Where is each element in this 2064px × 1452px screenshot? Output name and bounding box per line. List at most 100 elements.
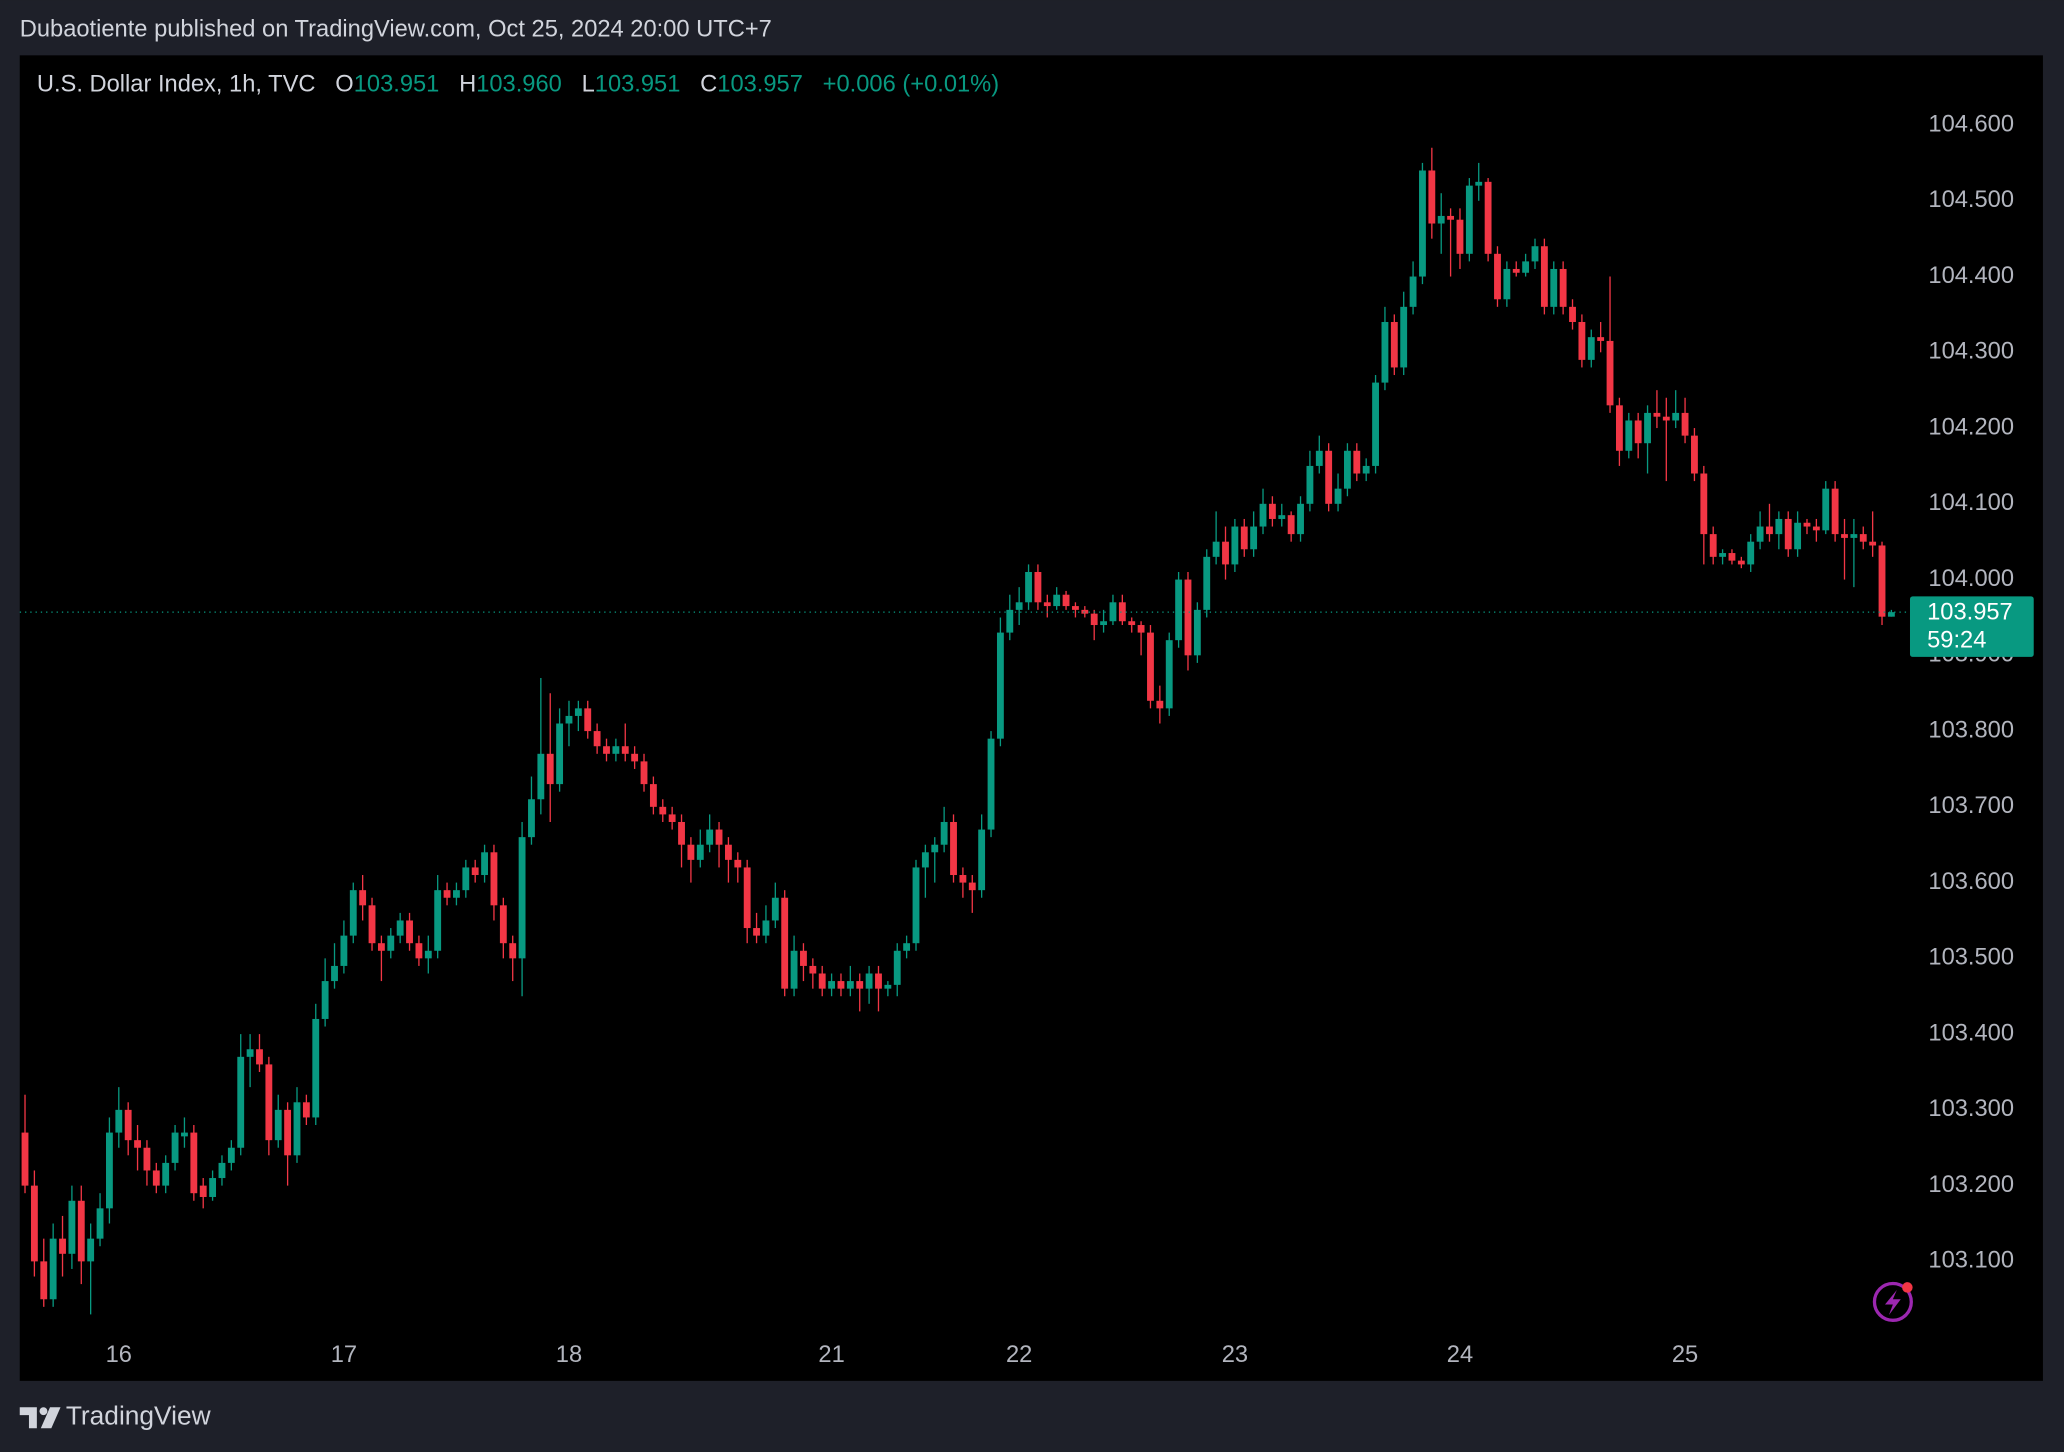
candle-body — [537, 753, 545, 800]
candle-body — [415, 943, 423, 959]
candle-body — [1569, 306, 1576, 322]
candle-body — [218, 1162, 226, 1179]
candle-body — [1766, 526, 1773, 535]
candle-body — [1465, 185, 1473, 254]
candle-body — [199, 1185, 207, 1197]
candle-body — [1390, 321, 1398, 368]
candle-body — [1325, 450, 1333, 504]
candle-body — [1869, 541, 1877, 546]
time-axis: 16 17 18 21 22 23 24 25 — [106, 1342, 1699, 1368]
candle-body — [1203, 556, 1211, 610]
candle-body — [1719, 553, 1727, 557]
x-tick-label: 17 — [331, 1342, 357, 1368]
candle-body — [1700, 473, 1708, 535]
candle-body — [668, 814, 676, 822]
candle-body — [584, 708, 592, 732]
y-tick-label: 104.400 — [1928, 263, 2014, 289]
candle-body — [302, 1102, 310, 1118]
candle-body — [715, 829, 723, 845]
candle-body — [931, 844, 939, 853]
candle-body — [1737, 560, 1745, 565]
y-tick-label: 103.200 — [1928, 1172, 2014, 1198]
y-tick-label: 103.100 — [1928, 1248, 2014, 1274]
x-tick-label: 24 — [1447, 1342, 1473, 1368]
high-value: 103.960 — [476, 72, 562, 98]
candle-body — [87, 1238, 95, 1262]
candle-body — [528, 799, 535, 838]
candle-body — [1193, 609, 1201, 656]
candle-body — [996, 632, 1004, 739]
candle-body — [1775, 518, 1783, 535]
last-price-label: 103.957 — [1927, 600, 2013, 626]
last-price-box — [1909, 596, 2034, 657]
candle-body — [1691, 435, 1698, 474]
candle-body — [1812, 526, 1820, 531]
candle-body — [893, 950, 901, 985]
candle-body — [546, 753, 554, 785]
candle-body — [978, 829, 986, 891]
candle-body — [1859, 534, 1867, 542]
candle-body — [1128, 621, 1136, 626]
candle-body — [349, 890, 357, 936]
candle-body — [143, 1147, 151, 1171]
candle-body — [30, 1185, 38, 1262]
candle-body — [556, 723, 564, 785]
y-tick-label: 103.400 — [1928, 1020, 2014, 1046]
candle-body — [1137, 625, 1145, 633]
candle-body — [1109, 602, 1117, 622]
candle-body — [1072, 606, 1079, 610]
candle-body — [509, 943, 517, 959]
y-tick-label: 103.300 — [1928, 1096, 2014, 1122]
y-tick-label: 104.100 — [1928, 490, 2014, 516]
open-label: O — [335, 72, 353, 98]
candle-body — [256, 1049, 263, 1065]
candle-body — [1165, 640, 1173, 709]
x-tick-label: 23 — [1222, 1342, 1248, 1368]
candle-body — [574, 708, 582, 716]
candle-body — [312, 1018, 320, 1118]
candle-body — [284, 1109, 292, 1156]
candle-body — [462, 867, 470, 891]
candle-body — [1353, 450, 1361, 474]
candles — [19, 147, 1910, 1315]
y-tick-label: 104.000 — [1928, 566, 2014, 592]
candle-body — [940, 821, 948, 845]
brand: TradingView — [66, 1401, 212, 1431]
candle-body — [1015, 602, 1023, 610]
candle-body — [865, 973, 873, 989]
candle-body — [359, 890, 367, 906]
candle-body — [706, 829, 714, 845]
candle-body — [1578, 321, 1586, 360]
candle-body — [1156, 700, 1164, 709]
candle-body — [1306, 465, 1314, 504]
candle-body — [134, 1140, 141, 1148]
candle-body — [1587, 337, 1595, 360]
candle-body — [762, 920, 770, 936]
candle-body — [321, 981, 329, 1019]
candle-body — [1672, 412, 1680, 421]
candle-body — [1531, 246, 1539, 262]
candle-body — [1709, 534, 1717, 557]
candle-body — [884, 984, 892, 989]
candle-body — [1747, 541, 1755, 565]
candle-body — [1841, 534, 1848, 538]
candle-body — [331, 965, 338, 982]
candle-body — [115, 1109, 123, 1133]
candle-body — [1550, 268, 1558, 307]
candle-body — [1334, 488, 1342, 504]
y-tick-label: 103.600 — [1928, 869, 2014, 895]
candle-body — [105, 1132, 113, 1209]
candle-body — [1522, 261, 1530, 273]
candle-body — [950, 821, 957, 876]
x-tick-label: 21 — [818, 1342, 844, 1368]
candle-body — [800, 950, 807, 966]
candle-body — [921, 852, 929, 868]
candle-body — [1484, 181, 1492, 254]
candle-body — [424, 950, 432, 959]
candle-body — [246, 1049, 254, 1057]
candle-body — [152, 1170, 160, 1186]
y-tick-label: 103.500 — [1928, 945, 2014, 971]
candle-body — [696, 844, 704, 860]
candle-body — [1297, 503, 1304, 535]
